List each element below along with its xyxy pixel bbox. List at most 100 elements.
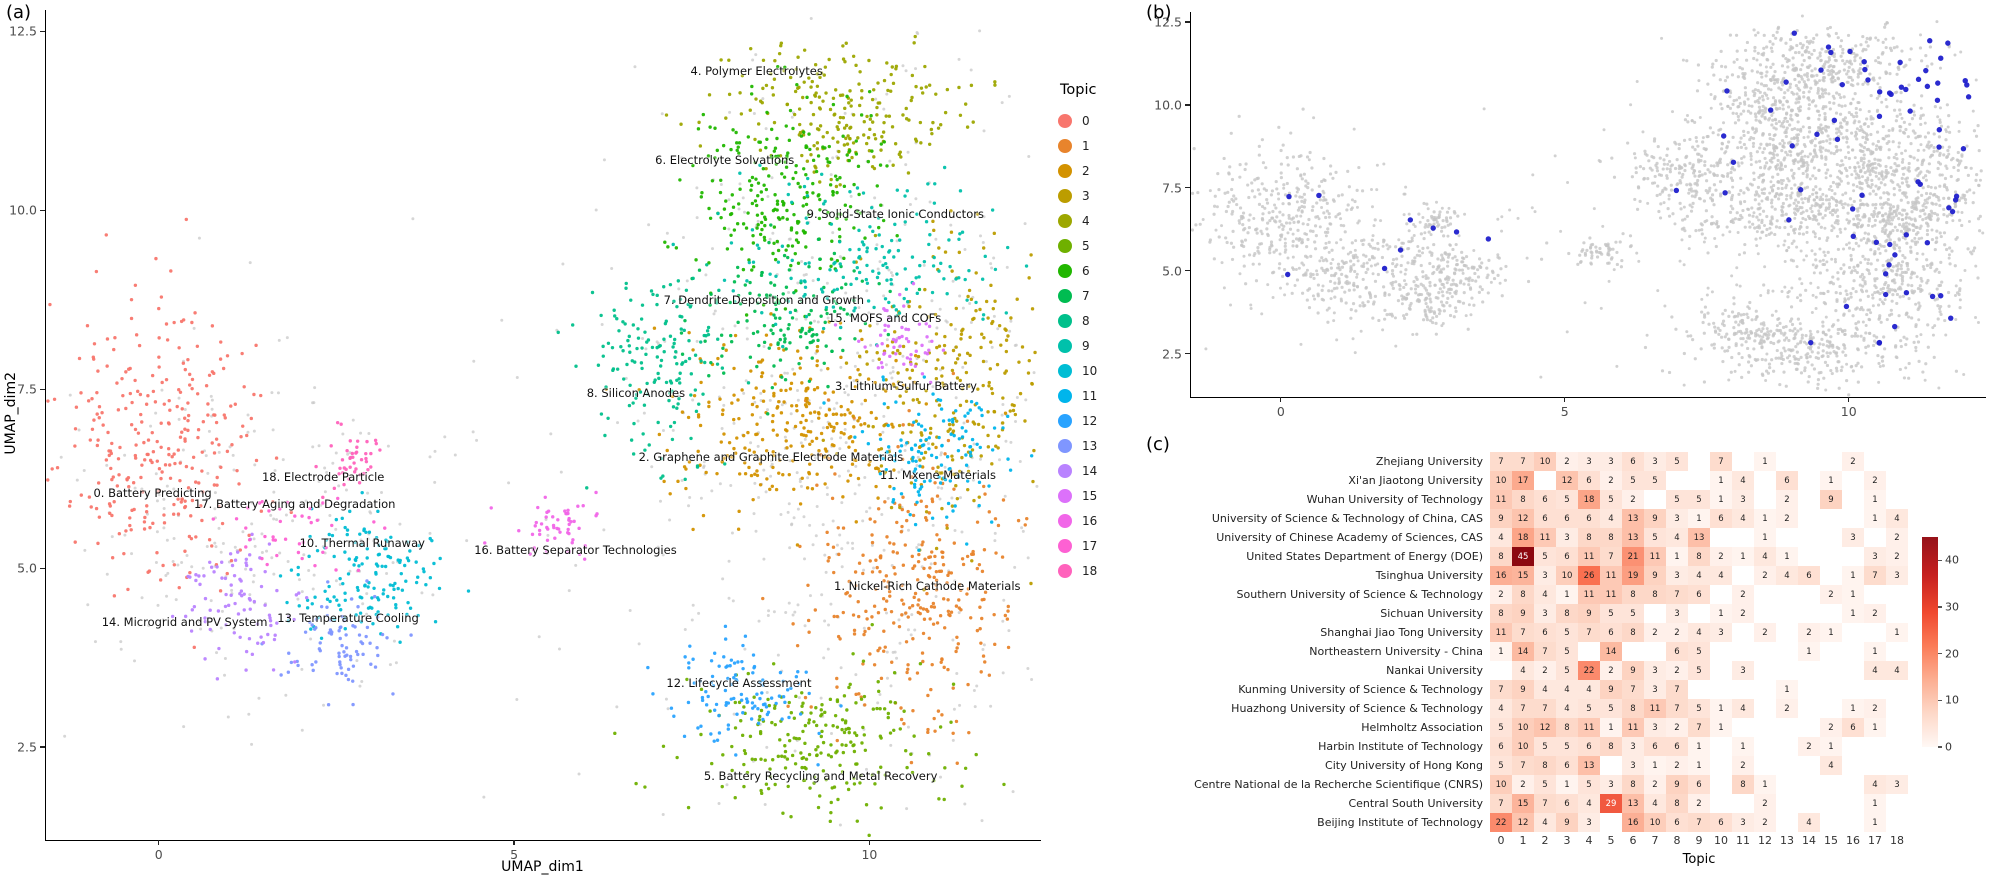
heatmap-cell: 4	[1732, 699, 1754, 718]
heatmap-column-labels: 0 1 2 3 4 5 6 7 8 9 10 11 12 13 14 15 16 17 18	[1148, 834, 1908, 849]
heatmap-cell	[1886, 604, 1908, 623]
heatmap-cell: 5	[1534, 547, 1556, 566]
heatmap-cell: 3	[1666, 566, 1688, 585]
heatmap-cell	[1600, 756, 1622, 775]
heatmap-cell	[1842, 509, 1864, 528]
y-tick-mark	[40, 209, 45, 211]
heatmap-cell: 4	[1666, 528, 1688, 547]
heatmap-cell: 1	[1710, 604, 1732, 623]
legend-topic-number: 2	[1082, 163, 1090, 178]
heatmap-cell	[1732, 566, 1754, 585]
heatmap-cell	[1798, 756, 1820, 775]
y-tick-label: 10.0	[1154, 97, 1182, 113]
legend-items: 0 1 2 3 4 5 6 7 8 9 10 11 12 13 14 15 16 17 18	[1058, 108, 1136, 583]
heatmap-cell: 5	[1556, 623, 1578, 642]
heatmap-cell: 1	[1842, 699, 1864, 718]
topic-color-dot	[1058, 288, 1072, 303]
heatmap-cell	[1842, 813, 1864, 832]
heatmap-cell: 13	[1688, 528, 1710, 547]
heatmap-cell: 4	[1578, 680, 1600, 699]
heatmap-cell	[1776, 623, 1798, 642]
legend-topic-number: 13	[1082, 438, 1098, 453]
x-tick-mark	[158, 840, 160, 845]
heatmap-cell: 7	[1534, 642, 1556, 661]
topic-color-dot	[1058, 163, 1072, 178]
heatmap-col-label: 7	[1651, 834, 1659, 847]
heatmap-cell	[1842, 775, 1864, 794]
heatmap-cell	[1776, 452, 1798, 471]
heatmap-cell: 6	[1556, 509, 1578, 528]
heatmap-cell: 2	[1754, 794, 1776, 813]
legend-item-topic-8: 8	[1058, 308, 1136, 333]
heatmap-cell: 8	[1666, 794, 1688, 813]
heatmap-cell	[1732, 623, 1754, 642]
heatmap-cell: 2	[1798, 623, 1820, 642]
heatmap-cell: 2	[1864, 604, 1886, 623]
heatmap-cell: 1	[1864, 794, 1886, 813]
heatmap-cell: 5	[1688, 661, 1710, 680]
heatmap-cell: 4	[1864, 661, 1886, 680]
heatmap-cell	[1820, 528, 1842, 547]
x-tick-label: 0	[1276, 404, 1285, 419]
heatmap-cell	[1798, 604, 1820, 623]
heatmap-cell: 2	[1710, 547, 1732, 566]
heatmap-cell	[1886, 813, 1908, 832]
heatmap-cell: 7	[1490, 794, 1512, 813]
heatmap-cell: 1	[1490, 642, 1512, 661]
heatmap-cell: 3	[1710, 623, 1732, 642]
heatmap-cell	[1864, 585, 1886, 604]
heatmap-cell: 1	[1710, 718, 1732, 737]
heatmap-cell: 8	[1490, 547, 1512, 566]
heatmap-cell: 2	[1644, 623, 1666, 642]
heatmap-cell	[1490, 661, 1512, 680]
topic-color-dot	[1058, 313, 1072, 328]
heatmap-cell	[1644, 490, 1666, 509]
legend-topic-number: 6	[1082, 263, 1090, 278]
x-tick-label: 10	[861, 847, 878, 862]
heatmap-cell: 21	[1622, 547, 1644, 566]
heatmap-cell: 4	[1644, 794, 1666, 813]
heatmap-row: Centre National de la Recherche Scientif…	[1148, 775, 1908, 794]
cluster-label-topic-2: 2. Graphene and Graphite Electrode Mater…	[638, 450, 904, 465]
heatmap-cell: 2	[1732, 585, 1754, 604]
heatmap-row: Sichuan University 8 9 3 8 9 5 5 3 1 2 1 2	[1148, 604, 1908, 623]
legend-topic-number: 11	[1082, 388, 1098, 403]
legend-topic-number: 10	[1082, 363, 1098, 378]
heatmap-cell: 14	[1600, 642, 1622, 661]
heatmap-cell	[1842, 661, 1864, 680]
heatmap-cell: 4	[1732, 509, 1754, 528]
panel-a-plot-area: 0. Battery Predicting 1. Nickel-Rich Cath…	[45, 10, 1041, 841]
heatmap-cell: 1	[1776, 680, 1798, 699]
heatmap-cell: 18	[1512, 528, 1534, 547]
heatmap-cell	[1820, 775, 1842, 794]
heatmap-cell: 3	[1534, 604, 1556, 623]
heatmap-cell: 13	[1622, 509, 1644, 528]
legend-item-topic-16: 16	[1058, 508, 1136, 533]
x-tick-label: 5	[1560, 404, 1569, 419]
heatmap-cell: 2	[1512, 775, 1534, 794]
heatmap-row: Tsinghua University 16 15 3 10 26 11 19 9 3 4 4 2 4 6 1…	[1148, 566, 1908, 585]
heatmap-cell: 4	[1688, 623, 1710, 642]
heatmap-cell: 5	[1556, 642, 1578, 661]
heatmap-cell: 3	[1886, 775, 1908, 794]
heatmap-cell	[1754, 680, 1776, 699]
legend-item-topic-7: 7	[1058, 283, 1136, 308]
heatmap-cell: 5	[1600, 490, 1622, 509]
heatmap-cell: 3	[1578, 813, 1600, 832]
heatmap-cell: 5	[1556, 661, 1578, 680]
heatmap-cell: 2	[1842, 452, 1864, 471]
heatmap-cell: 7	[1578, 623, 1600, 642]
heatmap-cell: 10	[1490, 471, 1512, 490]
heatmap-cell: 1	[1754, 452, 1776, 471]
heatmap-col-label: 1	[1519, 834, 1527, 847]
heatmap-cell	[1732, 452, 1754, 471]
colorbar-tick-mark	[1938, 699, 1942, 701]
heatmap-row: Helmholtz Association 5 10 12 8 11 1 11 3 2 7 1 2 6 1	[1148, 718, 1908, 737]
cluster-label-topic-17: 17. Battery Aging and Degradation	[194, 496, 396, 511]
heatmap-cell: 2	[1666, 623, 1688, 642]
heatmap-cell: 6	[1842, 718, 1864, 737]
heatmap-cell: 1	[1666, 547, 1688, 566]
heatmap-cell: 13	[1622, 528, 1644, 547]
heatmap-cell	[1688, 604, 1710, 623]
heatmap-cell: 1	[1864, 718, 1886, 737]
